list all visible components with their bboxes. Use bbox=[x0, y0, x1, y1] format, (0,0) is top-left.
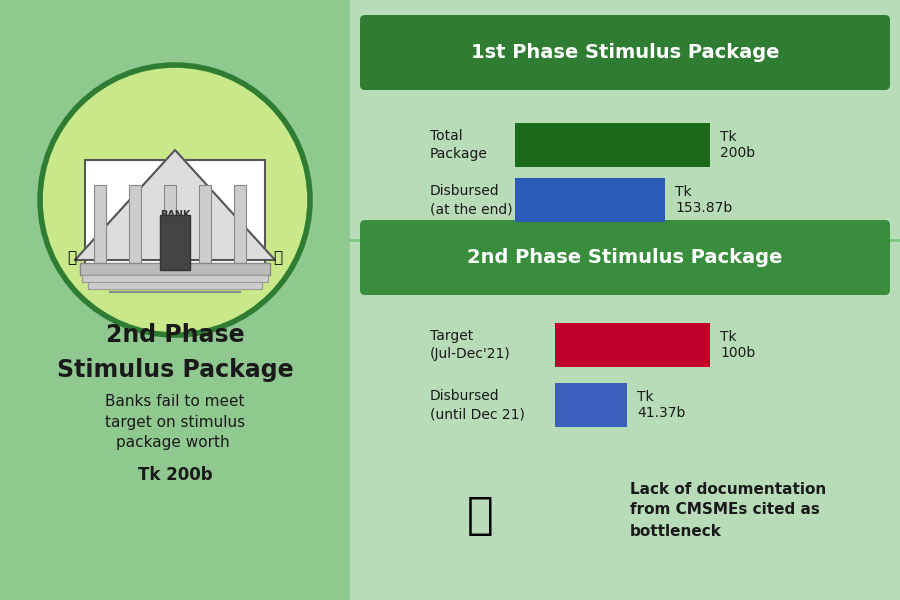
FancyBboxPatch shape bbox=[360, 15, 890, 90]
Text: Tk
100b: Tk 100b bbox=[720, 330, 755, 360]
Text: Disbursed
(until Dec 21): Disbursed (until Dec 21) bbox=[430, 389, 525, 421]
Text: Banks fail to meet
target on stimulus
package worth: Banks fail to meet target on stimulus pa… bbox=[105, 394, 245, 451]
FancyBboxPatch shape bbox=[82, 275, 268, 282]
FancyBboxPatch shape bbox=[199, 185, 211, 270]
Text: Tk
153.87b: Tk 153.87b bbox=[675, 185, 733, 215]
Polygon shape bbox=[75, 150, 275, 260]
Text: Disbursed
(at the end): Disbursed (at the end) bbox=[430, 184, 513, 216]
Text: 2nd Phase: 2nd Phase bbox=[105, 323, 244, 347]
Text: Stimulus Package: Stimulus Package bbox=[57, 358, 293, 382]
FancyBboxPatch shape bbox=[164, 185, 176, 270]
FancyBboxPatch shape bbox=[129, 185, 141, 270]
Text: 🌿: 🌿 bbox=[68, 250, 76, 265]
Circle shape bbox=[40, 65, 310, 335]
FancyBboxPatch shape bbox=[234, 185, 246, 270]
Text: 1st Phase Stimulus Package: 1st Phase Stimulus Package bbox=[471, 43, 779, 62]
Text: 🌿: 🌿 bbox=[274, 250, 283, 265]
FancyBboxPatch shape bbox=[94, 185, 106, 270]
FancyBboxPatch shape bbox=[515, 123, 710, 167]
FancyBboxPatch shape bbox=[555, 383, 627, 427]
FancyBboxPatch shape bbox=[0, 0, 350, 600]
FancyBboxPatch shape bbox=[88, 282, 262, 289]
Text: Total
Package: Total Package bbox=[430, 129, 488, 161]
Text: 2nd Phase Stimulus Package: 2nd Phase Stimulus Package bbox=[467, 248, 783, 267]
FancyBboxPatch shape bbox=[350, 0, 900, 600]
Text: Tk 200b: Tk 200b bbox=[138, 466, 212, 484]
FancyBboxPatch shape bbox=[85, 160, 265, 270]
Text: Tk
41.37b: Tk 41.37b bbox=[637, 390, 686, 420]
Text: Lack of documentation
from CMSMEs cited as
bottleneck: Lack of documentation from CMSMEs cited … bbox=[630, 481, 826, 539]
Text: Target
(Jul-Dec'21): Target (Jul-Dec'21) bbox=[430, 329, 511, 361]
Text: Tk
200b: Tk 200b bbox=[720, 130, 755, 160]
FancyBboxPatch shape bbox=[360, 220, 890, 295]
FancyBboxPatch shape bbox=[515, 178, 665, 222]
Text: BANK: BANK bbox=[160, 210, 190, 220]
FancyBboxPatch shape bbox=[80, 263, 270, 275]
FancyBboxPatch shape bbox=[160, 215, 190, 270]
FancyBboxPatch shape bbox=[555, 323, 710, 367]
Text: 💰: 💰 bbox=[466, 493, 493, 536]
